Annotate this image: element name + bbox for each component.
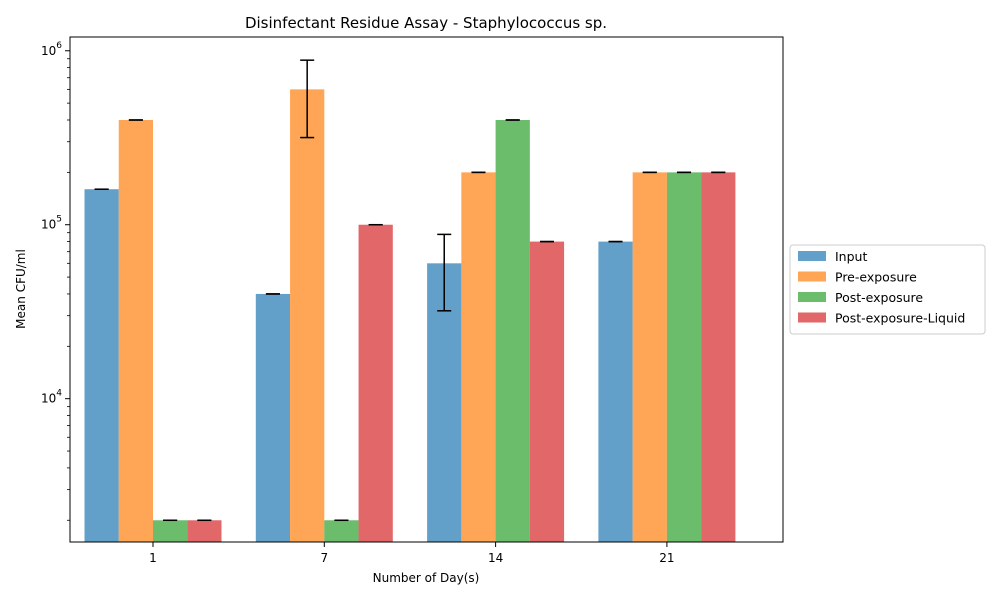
plot-area [69, 36, 784, 543]
y-tick-label: 104 [41, 389, 62, 406]
bar-post-exposure-day-21 [666, 172, 702, 542]
legend-swatch [798, 251, 826, 261]
y-axis-label: Mean CFU/ml [14, 249, 28, 329]
legend-box [789, 244, 986, 335]
legend-item: Post-exposure-Liquid [798, 311, 965, 326]
bar-input-day-1 [84, 189, 119, 542]
plot-frame [69, 36, 784, 543]
y-tick-label: 105 [41, 215, 62, 232]
bar-pre-exposure-day-1 [118, 119, 153, 543]
bar-input-day-7 [255, 293, 291, 542]
bar-post-exposure-liquid-day-14 [529, 241, 565, 542]
chart-title: Disinfectant Residue Assay - Staphylococ… [245, 14, 607, 32]
bar-post-exposure-day-14 [495, 119, 530, 543]
y-tick-label: 106 [41, 41, 62, 58]
error-bar [300, 59, 315, 139]
legend-item: Input [798, 249, 867, 264]
bar-pre-exposure-day-14 [461, 172, 496, 542]
legend-item: Post-exposure [798, 290, 923, 305]
legend-label: Input [835, 249, 867, 264]
legend-swatch [798, 271, 826, 282]
bar-pre-exposure-day-7 [290, 89, 325, 543]
x-axis-label: Number of Day(s) [373, 571, 480, 585]
legend-swatch [798, 292, 826, 302]
legend-label: Pre-exposure [835, 270, 917, 285]
x-tick-label: 1 [149, 551, 157, 565]
x-axis: 1 7 14 21 [149, 542, 675, 565]
error-bar [437, 233, 452, 312]
bar-post-exposure-liquid-day-7 [358, 224, 393, 542]
bar-post-exposure-day-1 [153, 520, 188, 542]
legend-label: Post-exposure-Liquid [835, 311, 965, 326]
bar-pre-exposure-day-21 [632, 172, 667, 542]
y-axis: 104 105 106 [41, 41, 70, 521]
legend-item: Pre-exposure [798, 270, 917, 285]
legend-swatch [798, 312, 826, 323]
legend-label: Post-exposure [835, 290, 923, 305]
bar-input-day-21 [598, 241, 633, 542]
x-tick-label: 7 [320, 551, 328, 565]
bar-post-exposure-day-7 [324, 520, 359, 542]
bar-post-exposure-liquid-day-1 [187, 520, 222, 542]
x-tick-label: 14 [488, 551, 503, 565]
legend: Input Pre-exposure Post-exposure Post-expos… [789, 244, 986, 335]
bar-post-exposure-liquid-day-21 [701, 172, 736, 542]
x-tick-label: 21 [659, 551, 674, 565]
